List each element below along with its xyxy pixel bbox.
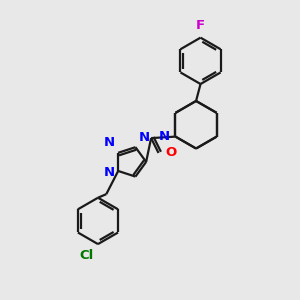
Text: Cl: Cl xyxy=(79,249,94,262)
Text: N: N xyxy=(104,136,115,149)
Text: N: N xyxy=(159,130,170,143)
Text: F: F xyxy=(196,19,205,32)
Text: N: N xyxy=(103,166,115,179)
Text: O: O xyxy=(165,146,176,160)
Text: N: N xyxy=(139,130,150,144)
